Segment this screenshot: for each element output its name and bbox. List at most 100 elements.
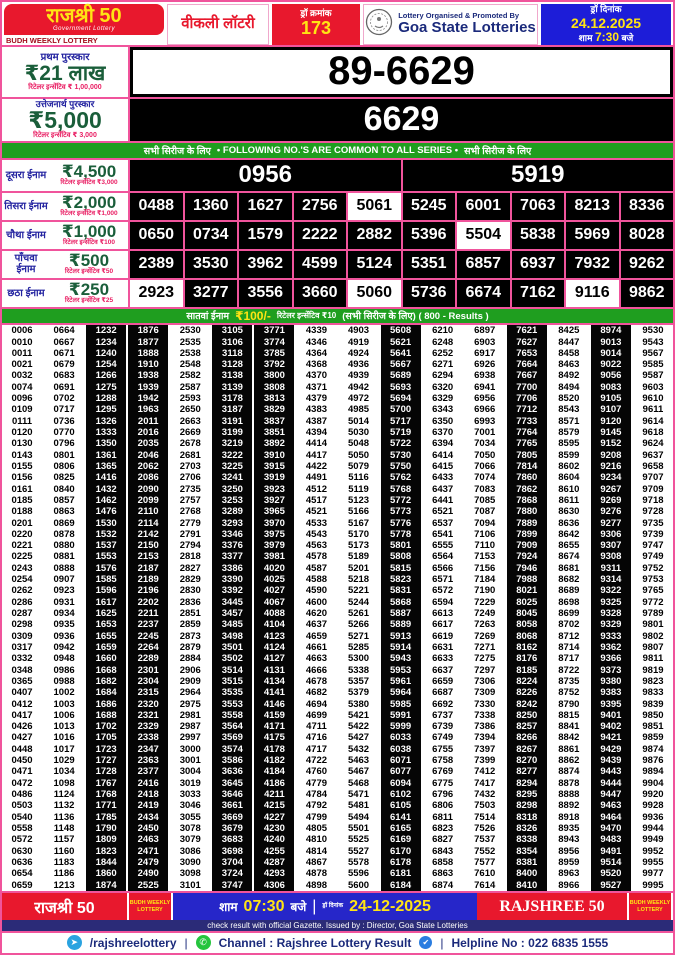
result-number: 1462	[86, 494, 127, 507]
telegram-handle[interactable]: /rajshreelottery	[89, 935, 177, 950]
result-number: 9366	[590, 653, 631, 665]
result-number: 0096	[11, 393, 33, 405]
result-number: 1136	[53, 811, 75, 823]
result-number: 3645	[212, 777, 253, 789]
result-number: 7087	[474, 506, 496, 518]
prize-number-cell: 5060	[348, 279, 401, 307]
result-number: 4422	[305, 460, 328, 472]
brand-title: राजश्री 50	[46, 5, 122, 28]
result-number: 0111	[11, 415, 33, 427]
result-number: 0796	[53, 438, 75, 450]
footer-draw-info: शाम 07:30 बजे | ड्रॉ दिनांक 24-12-2025	[173, 893, 477, 921]
result-number: 0109	[11, 404, 33, 416]
result-number: 0717	[53, 404, 75, 416]
result-number: 5079	[347, 460, 370, 472]
result-number: 9587	[642, 370, 664, 382]
first-prize-amount: ₹21 लाख	[24, 61, 106, 85]
result-number: 3055	[179, 811, 201, 823]
result-number: 8579	[558, 427, 580, 438]
result-number: 5166	[347, 506, 370, 518]
result-number: 9735	[642, 517, 664, 529]
result-number: 3219	[212, 438, 253, 450]
result-number: 4784	[305, 789, 328, 800]
result-number: 4620	[305, 608, 328, 619]
result-number: 6863	[432, 868, 454, 880]
footer-mini-right: BUDH WEEKLY LOTTERY	[627, 893, 673, 921]
result-number: 4394	[305, 427, 328, 438]
result-number: 8655	[558, 540, 580, 552]
result-number: 1888	[128, 347, 169, 359]
brand-logo: राजश्री 50 Government Lottery	[4, 4, 164, 35]
results-row: 0572 1157 1809 2463 3079 3683 4240 4810 5525 6169…	[2, 834, 673, 846]
result-number: 9152	[590, 438, 631, 450]
result-number: 5266	[347, 619, 370, 631]
result-number: 0683	[53, 370, 75, 382]
result-number: 6165	[380, 822, 421, 835]
results-row: 0074 0691 1275 1939 2587 3139 3808 4371 4942 5693…	[2, 381, 673, 393]
result-number: 9765	[642, 585, 664, 597]
result-number: 9395	[590, 698, 631, 710]
result-number: 6938	[474, 370, 496, 382]
result-number: 5048	[347, 438, 370, 450]
result-number: 1727	[86, 754, 127, 767]
prize-number-cell: 5838	[511, 221, 564, 249]
result-number: 1530	[86, 517, 127, 529]
result-number: 5730	[380, 449, 421, 461]
result-number: 3502	[212, 653, 253, 665]
result-number: 1625	[86, 607, 127, 620]
result-number: 7399	[474, 755, 496, 767]
result-number: 4370	[305, 370, 328, 382]
results-row: 0654 1186 1860 2490 3098 3724 4293 4878 5596 6181…	[2, 868, 673, 880]
series-note-left: सभी सिरीज के लिए	[143, 145, 211, 157]
result-number: 2016	[128, 426, 169, 439]
tier-label: तिसरा ईनाम ₹2,000 रिटेलर इन्सेंटिव ₹1,000	[2, 192, 130, 220]
result-number: 1098	[53, 777, 75, 789]
result-number: 9421	[590, 732, 631, 744]
result-number: 4287	[254, 856, 295, 869]
result-number: 0888	[53, 562, 75, 574]
result-number: 1333	[86, 426, 127, 439]
result-number: 1876	[128, 325, 169, 337]
results-row: 0032 0683 1266 1938 2582 3138 3800 4370 4939 5689…	[2, 370, 673, 382]
result-number: 2859	[179, 619, 201, 631]
result-number: 6181	[380, 868, 421, 880]
result-number: 9267	[590, 483, 631, 495]
result-number: 9709	[642, 483, 664, 495]
result-number: 8294	[506, 777, 547, 789]
result-number: 8842	[558, 732, 580, 744]
result-number: 2794	[179, 540, 201, 552]
result-number: 6077	[380, 766, 421, 778]
result-number: 2187	[128, 562, 169, 574]
tier-name: छठा ईनाम	[7, 287, 45, 299]
result-number: 2035	[128, 438, 169, 450]
result-number: 8892	[558, 800, 580, 812]
result-number: 4417	[305, 449, 328, 461]
results-row: 0120 0770 1333 2016 2669 3199 3851 4394 5030 5719…	[2, 426, 673, 439]
result-number: 6631	[432, 641, 454, 653]
tier-amount: ₹250	[68, 280, 110, 300]
result-number: 6617	[432, 619, 454, 631]
series-note-right: सभी सिरीज के लिए	[464, 145, 532, 157]
result-number: 3808	[254, 381, 295, 393]
result-number: 5778	[380, 528, 421, 540]
result-number: 8702	[558, 619, 580, 631]
result-number: 2830	[179, 585, 201, 597]
result-number: 0348	[11, 664, 33, 676]
result-number: 0558	[11, 822, 33, 834]
result-number: 8674	[558, 551, 580, 563]
result-number: 1003	[53, 698, 75, 710]
result-number: 7249	[474, 608, 496, 619]
result-number: 8326	[506, 822, 547, 835]
result-number: 7050	[474, 449, 496, 461]
channel-label[interactable]: Channel : Rajshree Lottery Result	[218, 935, 412, 950]
result-number: 4127	[254, 653, 295, 665]
result-number: 1361	[86, 449, 127, 461]
result-number: 7664	[506, 358, 547, 371]
consolation-amount: ₹5,000	[28, 107, 102, 134]
result-number: 9470	[590, 822, 631, 835]
result-number: 9749	[642, 551, 664, 563]
result-number: 7627	[506, 336, 547, 348]
result-number: 5471	[347, 789, 370, 800]
result-number: 7085	[474, 494, 496, 506]
result-number: 9772	[642, 596, 664, 608]
